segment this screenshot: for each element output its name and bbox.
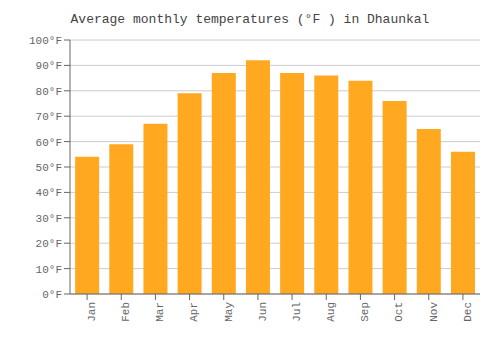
svg-text:40°F: 40°F (36, 187, 62, 199)
svg-text:May: May (223, 302, 235, 322)
svg-text:Feb: Feb (120, 302, 132, 322)
svg-text:Oct: Oct (393, 302, 405, 322)
svg-text:80°F: 80°F (36, 86, 62, 98)
svg-text:Jun: Jun (257, 302, 269, 322)
svg-text:Aug: Aug (325, 302, 337, 322)
svg-text:90°F: 90°F (36, 60, 62, 72)
svg-text:Dec: Dec (462, 302, 474, 322)
svg-text:0°F: 0°F (42, 289, 62, 301)
svg-text:Jul: Jul (291, 302, 303, 322)
svg-text:Mar: Mar (154, 302, 166, 322)
svg-text:Jan: Jan (86, 302, 98, 322)
svg-text:100°F: 100°F (29, 35, 62, 47)
svg-text:70°F: 70°F (36, 111, 62, 123)
svg-text:Nov: Nov (428, 302, 440, 322)
svg-text:10°F: 10°F (36, 264, 62, 276)
svg-text:Apr: Apr (188, 302, 200, 322)
svg-text:20°F: 20°F (36, 238, 62, 250)
html-text:Average monthly temperatures (: Average monthly temperatures (°F ) in Dh… (70, 12, 430, 27)
svg-text:30°F: 30°F (36, 213, 62, 225)
svg-text:Sep: Sep (359, 302, 371, 322)
svg-text:50°F: 50°F (36, 162, 62, 174)
svg-text:60°F: 60°F (36, 137, 62, 149)
